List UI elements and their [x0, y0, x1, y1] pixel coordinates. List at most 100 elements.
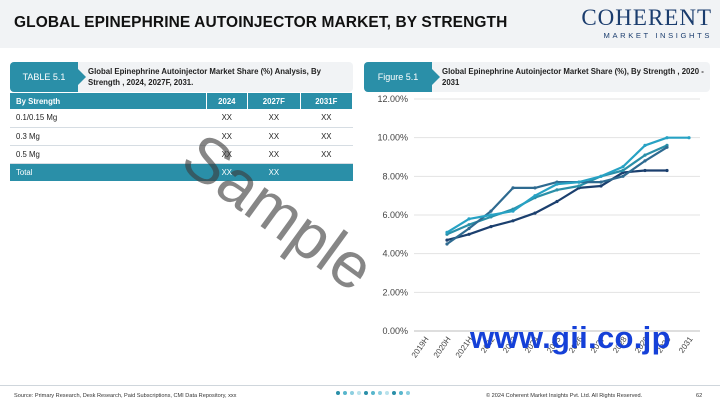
data-point: [533, 211, 537, 215]
table-cell: XX: [206, 109, 248, 128]
data-point: [621, 165, 625, 169]
data-point: [467, 217, 471, 221]
decorative-dot: [399, 391, 403, 395]
table-cell: XX: [247, 145, 301, 164]
footer-source: Source: Primary Research, Desk Research,…: [14, 393, 237, 399]
column-header: By Strength: [10, 93, 207, 109]
data-point: [665, 145, 669, 149]
data-point: [511, 219, 515, 223]
data-point: [467, 232, 471, 236]
table-cell: XX: [206, 127, 248, 146]
data-point: [445, 242, 449, 246]
logo-wordmark: COHERENT: [581, 5, 712, 30]
decorative-dot: [343, 391, 347, 395]
table-cell: [300, 163, 353, 181]
data-point: [467, 223, 471, 227]
footer-dots: [336, 391, 410, 395]
table-cell: 0.5 Mg: [10, 145, 206, 164]
data-point: [643, 159, 647, 163]
data-point: [555, 188, 559, 192]
data-point: [621, 174, 625, 178]
y-tick-label: 6.00%: [382, 210, 408, 220]
data-point: [577, 184, 581, 188]
table-cell: XX: [300, 109, 353, 128]
x-tick-label: 2019H: [410, 335, 431, 360]
data-point: [555, 199, 559, 204]
decorative-dot: [364, 391, 368, 395]
decorative-dot: [357, 391, 361, 395]
y-tick-label: 0.00%: [382, 326, 408, 336]
company-logo: COHERENT MARKET INSIGHTS: [572, 4, 712, 44]
column-header: 2027F: [247, 93, 301, 109]
y-tick-label: 4.00%: [382, 249, 408, 259]
column-header: 2024: [206, 93, 249, 109]
data-point: [445, 238, 449, 242]
table-caption: Global Epinephrine Autoinjector Market S…: [88, 67, 321, 87]
table-cell: XX: [247, 109, 301, 128]
decorative-dot: [392, 391, 396, 395]
table-cell: XX: [247, 163, 301, 181]
y-tick-label: 12.00%: [377, 94, 408, 104]
data-point: [511, 209, 515, 213]
table-row: 0.3 Mg XX XX XX: [10, 127, 353, 146]
table-panel-header: TABLE 5.1 Global Epinephrine Autoinjecto…: [10, 62, 353, 92]
table-cell: XX: [247, 127, 301, 146]
data-point: [599, 180, 603, 184]
series-line-4: [446, 136, 689, 234]
figure-panel-header: Figure 5.1 Global Epinephrine Autoinject…: [364, 62, 710, 92]
table-tag: TABLE 5.1: [10, 62, 86, 92]
data-point: [577, 180, 581, 184]
data-point: [643, 168, 647, 173]
data-point: [599, 174, 603, 178]
y-tick-label: 10.00%: [377, 133, 408, 143]
title-band: [0, 0, 720, 48]
data-point: [621, 168, 625, 173]
data-point: [511, 186, 515, 190]
footer-copyright: © 2024 Coherent Market Insights Pvt. Ltd…: [486, 393, 643, 399]
decorative-dot: [336, 391, 340, 395]
table-header-row: By Strength 2024 2027F 2031F: [10, 93, 354, 109]
data-point: [489, 213, 493, 217]
table-row: 0.5 Mg XX XX XX: [10, 145, 353, 164]
table-cell: 0.3 Mg: [10, 127, 206, 146]
data-point: [489, 225, 493, 229]
decorative-dot: [378, 391, 382, 395]
y-tick-label: 8.00%: [382, 171, 408, 181]
table-row: 0.1/0.15 Mg XX XX XX: [10, 109, 353, 128]
table-cell: 0.1/0.15 Mg: [10, 109, 206, 128]
page-number: 62: [696, 393, 703, 399]
table-cell: Total: [10, 163, 206, 181]
table-cell: XX: [300, 127, 353, 146]
x-tick-label: 2020H: [432, 335, 453, 360]
figure-tag: Figure 5.1: [364, 62, 440, 92]
data-point: [555, 182, 559, 186]
data-point: [643, 153, 647, 157]
data-point: [467, 226, 471, 231]
market-share-line-chart: 0.00% 2.00% 4.00% 6.00% 8.00% 10.00% 12.00% 201…: [377, 94, 700, 360]
site-watermark: www.gii.co.jp: [470, 320, 671, 355]
data-point: [533, 186, 537, 190]
x-tick-label: 2031: [677, 335, 695, 355]
decorative-dot: [385, 391, 389, 395]
decorative-dot: [406, 391, 410, 395]
data-point: [533, 194, 537, 198]
table-cell: XX: [300, 145, 353, 164]
figure-caption: Global Epinephrine Autoinjector Market S…: [442, 67, 704, 87]
table-cell: XX: [206, 145, 248, 164]
data-point: [643, 143, 647, 147]
data-point: [687, 136, 691, 140]
table-cell: XX: [206, 163, 248, 181]
table-total-row: Total XX XX: [10, 163, 353, 181]
data-point: [599, 184, 603, 188]
decorative-dot: [350, 391, 354, 395]
page-title: GLOBAL EPINEPHRINE AUTOINJECTOR MARKET, …: [14, 14, 508, 31]
column-header: 2031F: [300, 93, 354, 109]
decorative-dot: [371, 391, 375, 395]
data-point: [665, 136, 669, 140]
footer-divider: [0, 385, 720, 386]
data-point: [665, 168, 669, 173]
logo-tagline: MARKET INSIGHTS: [603, 31, 712, 40]
y-tick-label: 2.00%: [382, 287, 408, 297]
data-point: [489, 209, 493, 213]
strength-table: By Strength 2024 2027F 2031F 0.1/0.15 Mg…: [10, 93, 354, 181]
